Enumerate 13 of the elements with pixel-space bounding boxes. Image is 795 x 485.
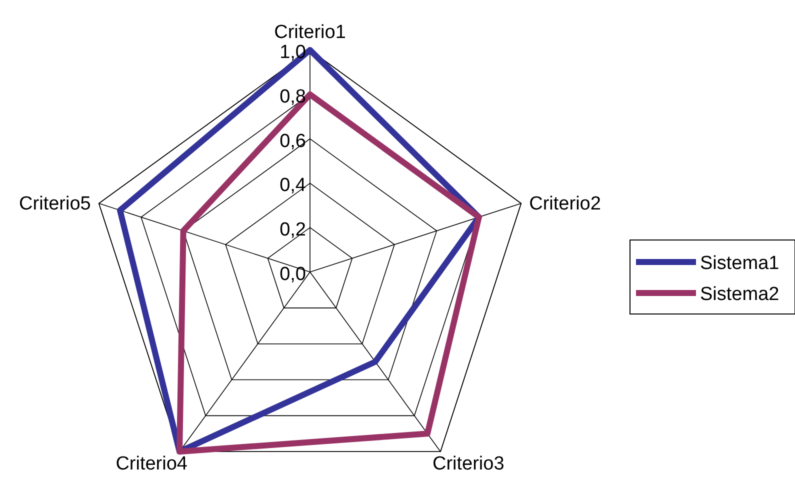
legend-label: Sistema1 xyxy=(700,253,780,274)
y-tick-label: 0,2 xyxy=(280,220,306,241)
legend-label: Sistema2 xyxy=(700,284,780,305)
spoke-label: Criterio3 xyxy=(432,454,504,475)
y-tick-label: 0,4 xyxy=(280,175,306,196)
spoke-label: Criterio5 xyxy=(19,193,91,214)
y-tick-label: 0,8 xyxy=(280,86,306,108)
spoke-label: Criterio1 xyxy=(274,22,346,43)
spoke-label: Criterio4 xyxy=(116,454,188,475)
y-tick-label: 0,0 xyxy=(280,264,306,285)
y-tick-label: 1,0 xyxy=(280,42,306,63)
spoke-label: Criterio2 xyxy=(529,193,601,214)
y-tick-label: 0,6 xyxy=(280,130,306,152)
